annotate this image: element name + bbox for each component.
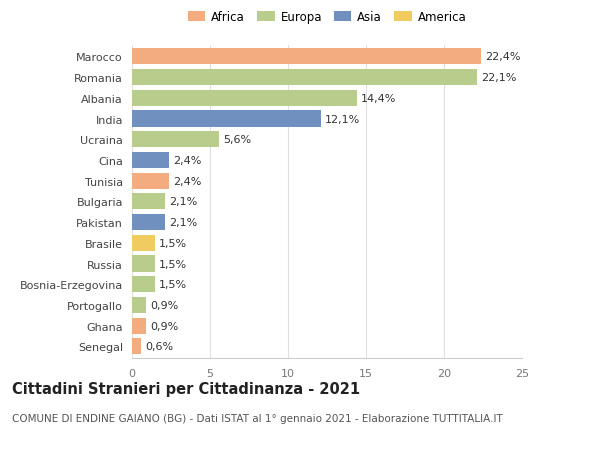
Text: 22,1%: 22,1% xyxy=(481,73,516,83)
Bar xyxy=(132,256,155,272)
Bar xyxy=(132,49,481,65)
Text: 1,5%: 1,5% xyxy=(160,259,187,269)
Text: 0,6%: 0,6% xyxy=(145,341,173,352)
Text: 1,5%: 1,5% xyxy=(160,238,187,248)
Bar xyxy=(132,173,169,190)
Bar xyxy=(132,90,356,106)
Bar xyxy=(132,194,165,210)
Text: 2,4%: 2,4% xyxy=(173,176,202,186)
Bar xyxy=(132,235,155,252)
Text: Cittadini Stranieri per Cittadinanza - 2021: Cittadini Stranieri per Cittadinanza - 2… xyxy=(12,381,360,396)
Legend: Africa, Europa, Asia, America: Africa, Europa, Asia, America xyxy=(188,11,466,24)
Bar xyxy=(132,152,169,168)
Bar xyxy=(132,297,146,313)
Bar xyxy=(132,318,146,334)
Text: 22,4%: 22,4% xyxy=(485,52,521,62)
Text: 0,9%: 0,9% xyxy=(150,300,178,310)
Bar xyxy=(132,277,155,293)
Bar xyxy=(132,111,321,127)
Text: 12,1%: 12,1% xyxy=(325,114,360,124)
Text: 1,5%: 1,5% xyxy=(160,280,187,290)
Bar xyxy=(132,132,220,148)
Text: 14,4%: 14,4% xyxy=(361,94,396,104)
Text: 2,1%: 2,1% xyxy=(169,197,197,207)
Bar xyxy=(132,339,142,355)
Text: 5,6%: 5,6% xyxy=(223,135,251,145)
Text: COMUNE DI ENDINE GAIANO (BG) - Dati ISTAT al 1° gennaio 2021 - Elaborazione TUTT: COMUNE DI ENDINE GAIANO (BG) - Dati ISTA… xyxy=(12,413,503,423)
Text: 0,9%: 0,9% xyxy=(150,321,178,331)
Bar xyxy=(132,214,165,231)
Bar xyxy=(132,70,477,86)
Text: 2,4%: 2,4% xyxy=(173,156,202,166)
Text: 2,1%: 2,1% xyxy=(169,218,197,228)
